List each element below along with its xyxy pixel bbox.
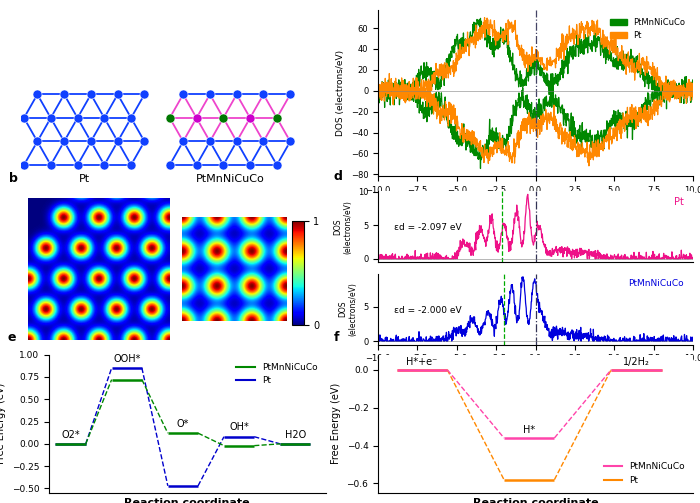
X-axis label: Energy (eV): Energy (eV)	[507, 369, 564, 379]
X-axis label: Reaction coordinate: Reaction coordinate	[473, 498, 598, 503]
X-axis label: Reaction coordinate: Reaction coordinate	[125, 498, 250, 503]
Text: c: c	[334, 0, 342, 2]
Text: O*: O*	[176, 419, 189, 429]
PtMnNiCuCo	[689, 86, 697, 92]
Text: PtMnNiCuCo: PtMnNiCuCo	[628, 279, 683, 288]
Text: OH*: OH*	[229, 423, 249, 433]
Pt	[620, 56, 628, 62]
PtMnNiCuCo	[513, 71, 522, 77]
Pt	[374, 81, 382, 87]
PtMnNiCuCo	[591, 29, 599, 35]
Y-axis label: Free Energy (eV): Free Energy (eV)	[331, 383, 341, 464]
Text: εd = -2.000 eV: εd = -2.000 eV	[393, 306, 461, 315]
PtMnNiCuCo	[406, 89, 414, 95]
Text: f: f	[334, 330, 340, 344]
Line: Pt: Pt	[378, 18, 693, 104]
Text: OOH*: OOH*	[113, 354, 141, 364]
Text: Pt: Pt	[78, 174, 90, 184]
Legend: PtMnNiCuCo, Pt: PtMnNiCuCo, Pt	[233, 359, 321, 389]
Pt	[689, 85, 697, 91]
Pt	[625, 69, 634, 75]
Y-axis label: DOS
(electrons/eV): DOS (electrons/eV)	[332, 200, 352, 254]
Pt	[682, 101, 691, 107]
Text: Pt: Pt	[673, 197, 683, 207]
Legend: PtMnNiCuCo, Pt: PtMnNiCuCo, Pt	[607, 14, 689, 43]
Text: H2O: H2O	[285, 430, 306, 440]
Y-axis label: Free Energy (eV): Free Energy (eV)	[0, 383, 6, 464]
PtMnNiCuCo	[626, 55, 634, 61]
Legend: PtMnNiCuCo, Pt: PtMnNiCuCo, Pt	[601, 459, 689, 488]
Y-axis label: DOS
(electrons/eV): DOS (electrons/eV)	[338, 282, 358, 336]
Text: d: d	[334, 170, 343, 183]
Text: H*: H*	[523, 425, 536, 435]
PtMnNiCuCo	[476, 15, 484, 21]
Text: b: b	[9, 173, 18, 186]
PtMnNiCuCo	[620, 61, 629, 67]
Pt	[406, 93, 414, 99]
Pt	[501, 26, 510, 32]
PtMnNiCuCo	[502, 34, 510, 40]
Pt	[513, 32, 522, 38]
Text: H*+e⁻: H*+e⁻	[407, 357, 438, 367]
Y-axis label: DOS (electrons/eV): DOS (electrons/eV)	[336, 50, 345, 136]
Text: PtMnNiCuCo: PtMnNiCuCo	[195, 174, 265, 184]
PtMnNiCuCo	[380, 105, 389, 111]
Text: O2*: O2*	[62, 430, 80, 440]
X-axis label: Energy (eV): Energy (eV)	[507, 200, 564, 210]
PtMnNiCuCo	[374, 83, 382, 89]
Pt	[590, 21, 598, 27]
Line: PtMnNiCuCo: PtMnNiCuCo	[378, 18, 693, 108]
Text: εd = -2.097 eV: εd = -2.097 eV	[393, 223, 461, 232]
Text: e: e	[8, 330, 16, 344]
Text: a: a	[9, 0, 18, 2]
Text: 1/2H₂: 1/2H₂	[623, 357, 650, 367]
Pt	[480, 15, 489, 21]
